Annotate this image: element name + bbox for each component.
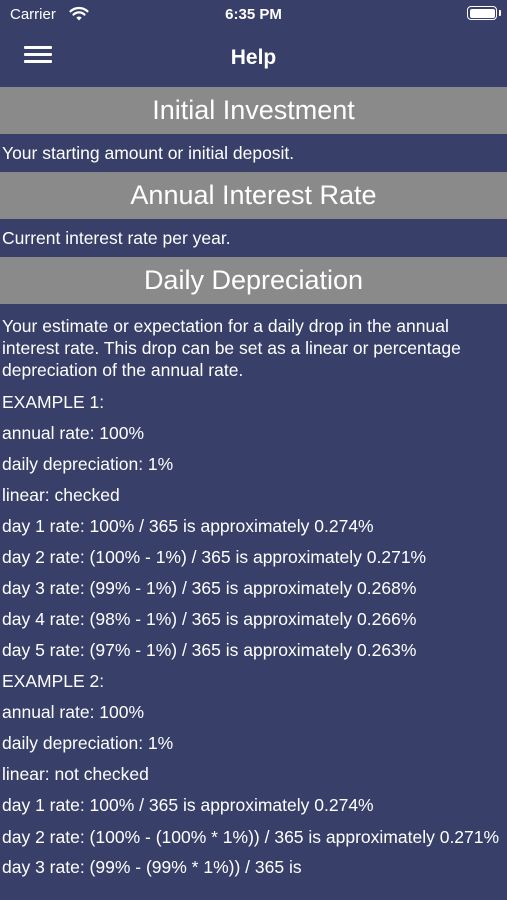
example-line: day 3 rate: (99% - 1%) / 365 is approxim… [2, 578, 417, 598]
example-line: day 1 rate: 100% / 365 is approximately … [2, 516, 374, 536]
example-line: day 5 rate: (97% - 1%) / 365 is approxim… [2, 640, 417, 660]
section-description-annual-interest-rate: Current interest rate per year. [2, 228, 231, 248]
menu-button[interactable] [18, 40, 58, 70]
example-line: day 3 rate: (99% - (99% * 1%)) / 365 is [2, 857, 302, 877]
page-title: Help [230, 46, 277, 69]
examples-list: EXAMPLE 1: annual rate: 100% daily depre… [0, 387, 507, 883]
section-header-daily-depreciation: Daily Depreciation [0, 257, 507, 304]
clock-time: 6:35 PM [225, 6, 282, 23]
example-line: linear: checked [2, 485, 120, 505]
section-header-annual-interest-rate: Annual Interest Rate [0, 172, 507, 219]
battery-icon [467, 6, 497, 20]
carrier-label: Carrier [10, 6, 56, 23]
example-heading: EXAMPLE 2: [2, 671, 105, 691]
battery-tip [499, 10, 501, 16]
example-line: annual rate: 100% [2, 423, 145, 443]
example-line: daily depreciation: 1% [2, 733, 174, 753]
section-description-initial-investment: Your starting amount or initial deposit. [2, 143, 295, 163]
example-line: daily depreciation: 1% [2, 454, 174, 474]
example-heading: EXAMPLE 1: [2, 392, 105, 412]
wifi-icon [69, 6, 89, 21]
example-line: annual rate: 100% [2, 702, 145, 722]
example-line: day 2 rate: (100% - 1%) / 365 is approxi… [2, 547, 427, 567]
example-line: day 1 rate: 100% / 365 is approximately … [2, 795, 374, 815]
section-header-initial-investment: Initial Investment [0, 87, 507, 134]
help-content: Initial Investment Your starting amount … [0, 87, 507, 883]
status-bar: Carrier 6:35 PM [0, 0, 507, 30]
example-line: day 4 rate: (98% - 1%) / 365 is approxim… [2, 609, 417, 629]
section-description-daily-depreciation: Your estimate or expectation for a daily… [2, 316, 461, 380]
example-line: linear: not checked [2, 764, 149, 784]
example-line: day 2 rate: (100% - (100% * 1%)) / 365 i… [2, 827, 500, 847]
navigation-bar: Help [0, 30, 507, 86]
